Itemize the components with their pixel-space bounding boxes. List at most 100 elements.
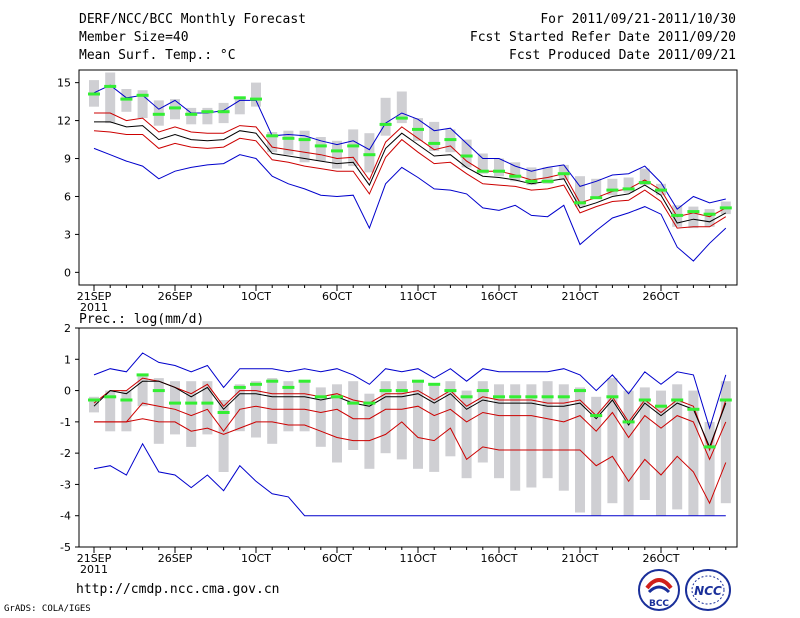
ensemble-mean-marker — [622, 420, 635, 424]
ensemble-mean-marker — [703, 445, 716, 449]
ensemble-mean-marker — [428, 141, 441, 145]
ensemble-box — [170, 381, 180, 435]
ensemble-mean-marker — [347, 401, 360, 405]
ensemble-mean-marker — [104, 84, 117, 88]
ensemble-box — [153, 378, 164, 444]
ensemble-box — [137, 374, 148, 407]
ensemble-box — [364, 133, 375, 173]
ensemble-mean-marker — [509, 174, 522, 178]
ensemble-box — [396, 91, 407, 124]
ensemble-box — [251, 381, 261, 438]
ensemble-mean-marker — [298, 379, 311, 383]
ensemble-mean-marker — [606, 395, 619, 399]
x-tick-label: 26OCT — [642, 290, 679, 303]
series-line-lower-quartile — [93, 130, 727, 229]
ensemble-mean-marker — [493, 395, 505, 399]
variable-label: Mean Surf. Temp.: °C — [79, 48, 236, 63]
ensemble-mean-marker — [703, 212, 716, 216]
ensemble-box — [607, 378, 618, 504]
ensemble-box — [558, 384, 569, 491]
ensemble-mean-marker — [185, 112, 198, 116]
ensemble-box — [688, 206, 699, 229]
ensemble-box — [137, 90, 148, 118]
ensemble-box — [348, 381, 359, 450]
footer-url[interactable]: http://cmdp.ncc.cma.gov.cn — [76, 582, 280, 597]
ensemble-box — [315, 137, 326, 161]
ensemble-box — [445, 381, 456, 457]
ensemble-mean-marker — [120, 97, 133, 101]
series-line-max — [93, 352, 727, 430]
ensemble-mean-marker — [136, 373, 149, 377]
ensemble-mean-marker — [444, 389, 457, 393]
y-tick-label: -2 — [60, 447, 71, 460]
ensemble-mean-marker — [557, 172, 570, 176]
x-tick-label: 21SEP — [77, 290, 112, 303]
ensemble-mean-marker — [719, 206, 732, 210]
x-tick-label: 26SEP — [158, 290, 193, 303]
x-year-label: 2011 — [80, 301, 108, 314]
ensemble-box — [283, 381, 294, 432]
ensemble-mean-marker — [104, 395, 117, 399]
ensemble-mean-marker — [606, 188, 619, 192]
y-tick-label: 9 — [64, 153, 71, 166]
ensemble-mean-marker — [233, 96, 246, 100]
y-tick-label: 3 — [64, 228, 71, 241]
ensemble-box — [510, 384, 521, 491]
ensemble-box — [348, 129, 359, 167]
ensemble-mean-marker — [363, 401, 376, 405]
ensemble-box — [510, 162, 521, 182]
forecast-period: For 2011/09/21-2011/10/30 — [540, 12, 736, 27]
ensemble-box — [299, 130, 310, 163]
ensemble-mean-marker — [152, 389, 165, 393]
x-tick-label: 11OCT — [399, 290, 436, 303]
ensemble-box — [396, 381, 407, 460]
y-tick-label: 6 — [64, 190, 71, 203]
ensemble-box — [234, 384, 245, 432]
ensemble-box — [494, 384, 504, 479]
series-line-max — [93, 84, 726, 210]
ensemble-mean-marker — [541, 179, 554, 183]
ensemble-box — [332, 384, 342, 463]
ensemble-box — [413, 381, 423, 469]
ensemble-mean-marker — [395, 389, 408, 393]
ensemble-box — [720, 381, 731, 504]
precip-panel-title: Prec.: log(mm/d) — [79, 312, 205, 327]
ensemble-mean-marker — [719, 398, 732, 402]
ensemble-mean-marker — [217, 411, 230, 414]
bcc-logo-text: BCC — [649, 599, 669, 609]
bcc-logo-icon: BCC — [638, 569, 680, 611]
x-tick-label: 1OCT — [241, 552, 271, 565]
ensemble-box — [218, 400, 229, 472]
ensemble-mean-marker — [314, 395, 327, 399]
y-tick-label: 0 — [64, 266, 71, 279]
ensemble-box — [234, 96, 245, 115]
y-tick-label: 2 — [64, 322, 71, 335]
grads-credit: GrADS: COLA/IGES — [4, 604, 91, 614]
ensemble-box — [380, 381, 391, 454]
ensemble-box — [639, 168, 650, 185]
ensemble-box — [429, 384, 440, 472]
ensemble-mean-marker — [460, 154, 473, 158]
ensemble-box — [186, 381, 197, 447]
ensemble-box — [688, 390, 699, 516]
ensemble-mean-marker — [541, 395, 554, 399]
ensemble-mean-marker — [250, 382, 262, 386]
x-tick-label: 6OCT — [322, 290, 352, 303]
ensemble-mean-marker — [314, 144, 327, 148]
ensemble-box — [704, 421, 715, 516]
x-tick-label: 16OCT — [480, 290, 517, 303]
ensemble-mean-marker — [476, 389, 489, 393]
ensemble-mean-marker — [687, 407, 700, 411]
ensemble-mean-marker — [379, 389, 392, 393]
ensemble-mean-marker — [460, 395, 473, 399]
ensemble-mean-marker — [152, 112, 165, 116]
ensemble-mean-marker — [217, 110, 230, 114]
ensemble-box — [526, 167, 537, 186]
ensemble-box — [364, 393, 375, 469]
ensemble-mean-marker — [282, 136, 295, 140]
ensemble-mean-marker — [250, 97, 262, 101]
ensemble-box — [332, 140, 342, 169]
ensemble-mean-marker — [88, 92, 100, 96]
ensemble-box — [575, 176, 585, 207]
